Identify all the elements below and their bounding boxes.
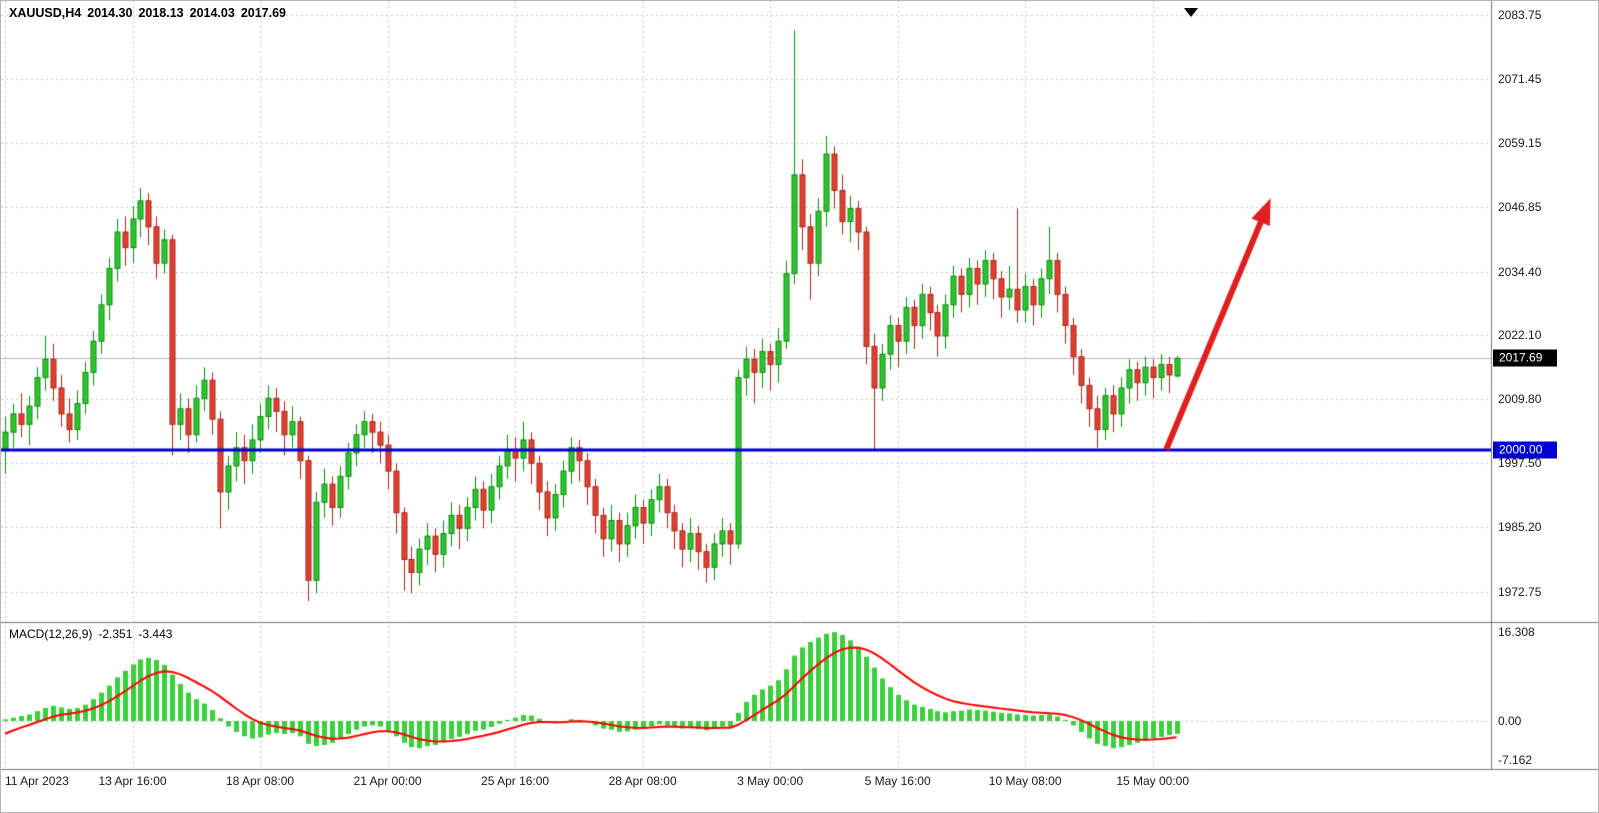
time-axis-label: 15 May 00:00 [1116,774,1190,788]
time-axis-label: 25 Apr 16:00 [481,774,550,788]
macd-signal-value: -3.443 [138,627,173,641]
ohlc-low-value: 2014.03 [189,6,235,20]
ohlc-open-value: 2014.30 [87,6,133,20]
ohlc-high-value: 2018.13 [138,6,184,20]
current-price-tag: 2017.69 [1493,349,1557,367]
chart-title: XAUUSD,H4 2014.30 2018.13 2014.03 2017.69 [9,6,286,20]
support-level-price-tag: 2000.00 [1493,441,1557,459]
price-axis-label: 2009.80 [1498,392,1542,407]
macd-axis-label: -7.162 [1498,753,1533,768]
time-axis-label: 18 Apr 08:00 [226,774,295,788]
chart-shift-marker-icon[interactable] [1184,8,1198,17]
time-axis-label: 11 Apr 2023 [5,774,69,788]
price-axis-label: 2083.75 [1498,8,1542,22]
macd-name-label: MACD(12,26,9) [9,627,93,641]
price-axis-label: 2034.40 [1498,264,1542,279]
price-axis-label: 2071.45 [1498,71,1542,86]
time-axis-label: 21 Apr 00:00 [353,774,422,788]
price-axis-label: 2059.15 [1498,135,1542,150]
symbol-timeframe-label: XAUUSD,H4 [9,6,82,20]
time-axis-label: 10 May 08:00 [988,774,1062,788]
time-axis-label: 5 May 16:00 [864,774,931,788]
time-axis-label: 3 May 00:00 [737,774,804,788]
price-axis-label: 1997.50 [1498,456,1542,471]
macd-indicator-label: MACD(12,26,9) -2.351 -3.443 [9,627,172,641]
price-axis-label: 2046.85 [1498,199,1542,214]
price-axis-label: 1972.75 [1498,584,1542,599]
macd-axis-label: 16.308 [1498,625,1535,640]
time-axis-label: 13 Apr 16:00 [98,774,167,788]
ohlc-close-value: 2017.69 [240,6,286,20]
price-axis-label: 2022.10 [1498,328,1542,343]
macd-axis-label: 0.00 [1498,714,1522,728]
macd-main-value: -2.351 [98,627,133,641]
price-axis-label: 1985.20 [1498,520,1542,535]
time-axis-label: 28 Apr 08:00 [608,774,677,788]
